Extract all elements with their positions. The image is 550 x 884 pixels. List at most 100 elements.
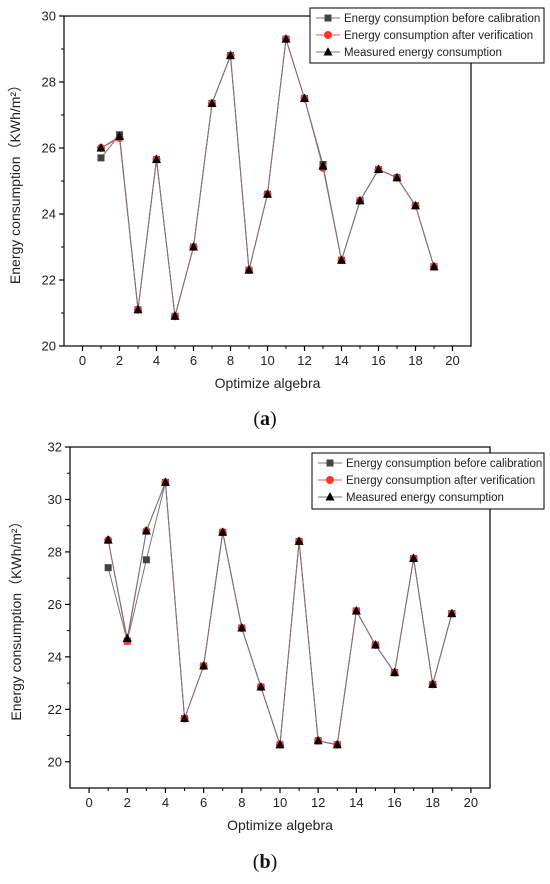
y-axis-label: Energy consumption（KWh/m²） <box>8 514 24 720</box>
marker-triangle <box>374 164 383 173</box>
legend: Energy consumption before calibration Ene… <box>311 452 545 510</box>
x-tick-label: 14 <box>349 795 363 810</box>
x-tick-label: 8 <box>227 353 234 368</box>
y-tick-label: 28 <box>42 75 56 90</box>
marker-square <box>104 564 112 572</box>
panel-label: (b) <box>253 851 277 873</box>
marker-triangle <box>207 98 217 107</box>
x-tick-label: 4 <box>162 795 169 810</box>
legend-marker-square <box>326 459 334 467</box>
plot-frame <box>63 15 472 347</box>
y-tick-label: 22 <box>48 702 62 717</box>
legend-box <box>311 452 545 510</box>
marker-triangle <box>122 633 132 642</box>
x-tick-label: 20 <box>464 795 478 810</box>
marker-triangle <box>447 608 457 618</box>
marker-triangle <box>180 713 190 722</box>
legend-marker-square <box>324 14 332 22</box>
x-axis-label: Optimize algebra <box>227 817 333 833</box>
marker-triangle <box>429 261 439 271</box>
legend-label: Measured energy consumption <box>344 47 502 59</box>
marker-triangle <box>370 640 380 649</box>
marker-triangle <box>300 93 309 102</box>
marker-square <box>97 154 105 162</box>
marker-triangle <box>313 735 323 745</box>
y-tick-label: 24 <box>48 649 62 664</box>
x-tick-label: 18 <box>425 795 439 810</box>
marker-triangle <box>152 154 161 164</box>
marker-triangle <box>103 535 113 544</box>
y-tick-label: 26 <box>48 597 62 612</box>
x-tick-label: 2 <box>124 795 131 810</box>
legend-marker-circle <box>324 31 332 39</box>
marker-triangle <box>411 200 420 210</box>
marker-triangle <box>390 667 400 677</box>
x-tick-label: 16 <box>387 795 401 810</box>
series-line-3 <box>107 482 453 746</box>
series-line-1 <box>100 38 435 317</box>
legend-marker-triangle <box>325 492 335 501</box>
marker-triangle <box>409 553 419 562</box>
x-tick-label: 0 <box>79 353 86 368</box>
marker-triangle <box>189 242 198 251</box>
y-tick-label: 30 <box>48 492 62 507</box>
marker-triangle <box>392 172 402 182</box>
x-tick-label: 10 <box>273 795 287 810</box>
series-line-1 <box>107 482 453 746</box>
marker-triangle <box>218 527 228 536</box>
marker-triangle <box>275 739 285 749</box>
legend-marker-circle <box>326 476 334 484</box>
y-tick-label: 26 <box>42 141 56 156</box>
marker-triangle <box>351 605 361 615</box>
legend-box <box>309 7 545 64</box>
series-line-3 <box>100 38 435 317</box>
marker-triangle <box>428 679 438 688</box>
y-tick-label: 20 <box>48 754 62 769</box>
y-tick-label: 30 <box>42 9 56 24</box>
legend-label: Energy consumption before calibration <box>346 458 542 470</box>
marker-triangle <box>170 311 180 320</box>
x-tick-label: 12 <box>297 353 311 368</box>
marker-triangle <box>115 131 124 140</box>
x-tick-label: 6 <box>200 795 207 810</box>
x-tick-label: 18 <box>408 353 422 368</box>
legend-label: Energy consumption before calibration <box>344 13 540 25</box>
x-tick-label: 0 <box>85 795 92 810</box>
marker-triangle <box>263 189 272 198</box>
marker-triangle <box>160 477 170 486</box>
marker-triangle <box>96 143 106 152</box>
x-tick-label: 12 <box>311 795 325 810</box>
y-tick-label: 32 <box>48 440 62 455</box>
marker-triangle <box>318 161 328 170</box>
x-tick-label: 14 <box>334 353 348 368</box>
marker-triangle <box>133 304 143 314</box>
marker-triangle <box>337 255 346 264</box>
x-tick-label: 20 <box>445 353 459 368</box>
x-tick-label: 16 <box>371 353 385 368</box>
x-tick-label: 4 <box>153 353 160 368</box>
marker-triangle <box>141 525 151 535</box>
x-axis-label: Optimize algebra <box>215 375 321 391</box>
legend-label: Energy consumption after verification <box>344 30 533 42</box>
panel-label: (a) <box>253 408 276 430</box>
x-tick-label: 8 <box>238 795 245 810</box>
legend-label: Measured energy consumption <box>346 492 504 504</box>
y-tick-label: 20 <box>42 339 56 354</box>
marker-triangle <box>281 34 291 43</box>
marker-triangle <box>294 536 304 545</box>
legend-label: Energy consumption after verification <box>346 475 535 487</box>
x-tick-label: 10 <box>260 353 274 368</box>
marker-triangle <box>237 622 247 632</box>
series-line-2 <box>107 482 453 746</box>
marker-triangle <box>226 50 235 60</box>
x-tick-label: 6 <box>190 353 197 368</box>
y-tick-label: 24 <box>42 207 56 222</box>
y-axis-label: Energy consumption（KWh/m²） <box>7 78 23 284</box>
marker-triangle <box>244 265 254 274</box>
marker-triangle <box>355 195 365 205</box>
marker-square <box>142 556 150 564</box>
marker-triangle <box>332 739 342 749</box>
